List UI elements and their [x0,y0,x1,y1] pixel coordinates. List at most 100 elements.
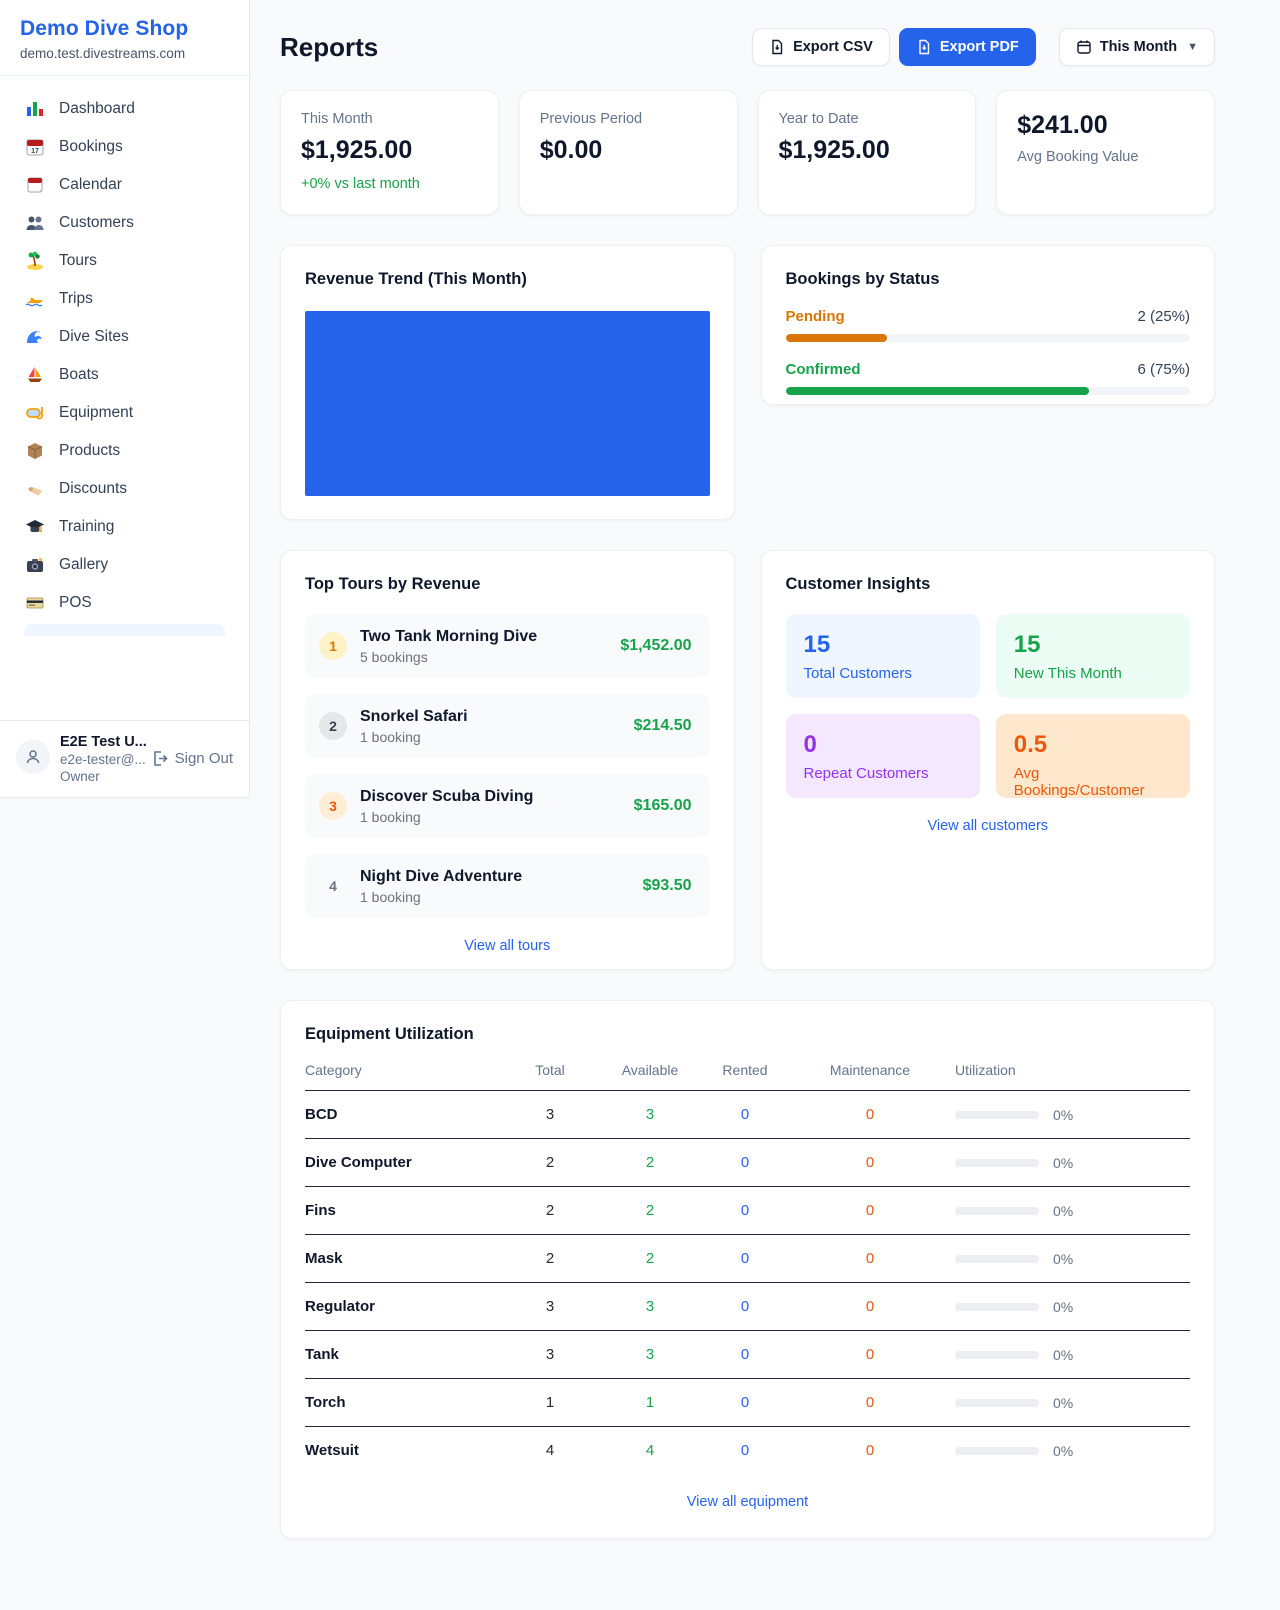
sidebar-item-pos[interactable]: POS [12,584,237,622]
utilization-bar [955,1158,1039,1167]
cell-available: 2 [645,1154,655,1171]
sidebar-item-trips[interactable]: Trips [12,280,237,318]
col-header-maintenance: Maintenance [829,1062,911,1078]
cell-utilization: 0% [945,1203,1190,1219]
period-label: This Month [1099,39,1178,55]
cell-available: 2 [645,1202,655,1219]
stat-value: $1,925.00 [778,136,890,164]
calendar-icon [1077,40,1091,54]
period-dropdown[interactable]: This Month ▼ [1058,28,1215,66]
utilization-bar [955,1110,1039,1119]
page-header: Reports Export CSV Export PDF This Month… [280,28,1215,66]
view-all-tours-link[interactable]: View all tours [464,938,551,954]
sidebar-nav: Dashboard 17 Bookings Calendar Customers… [0,76,249,720]
cell-category: BCD [305,1106,338,1123]
table-row: Regulator 3 3 0 0 0% [305,1282,1190,1330]
credit-card-icon [24,593,46,613]
bar-chart-icon [24,99,46,119]
cell-category: Tank [305,1346,339,1363]
tour-row[interactable]: 3 Discover Scuba Diving 1 booking $165.0… [305,774,710,838]
tile-label: Total Customers [803,665,912,682]
user-role: Owner [60,769,100,784]
stat-value: $1,925.00 [301,136,413,164]
table-row: Fins 2 2 0 0 0% [305,1186,1190,1234]
cell-category: Dive Computer [305,1154,412,1171]
sidebar-item-training[interactable]: Training [12,508,237,546]
utilization-bar [955,1206,1039,1215]
cell-rented: 0 [740,1154,750,1171]
tour-row[interactable]: 4 Night Dive Adventure 1 booking $93.50 [305,854,710,918]
sidebar-item-gallery[interactable]: Gallery [12,546,237,584]
status-row-pending: Pending 2 (25%) [785,308,1190,342]
sidebar-item-products[interactable]: Products [12,432,237,470]
sidebar-item-label: Calendar [59,176,122,193]
wave-icon [24,327,46,347]
export-csv-button[interactable]: Export CSV [752,28,890,66]
tile-new-this-month: 15 New This Month [995,614,1190,698]
col-header-available: Available [621,1062,679,1078]
customer-insights-card: Customer Insights 15 Total Customers 15 … [760,550,1215,970]
equipment-utilization-title: Equipment Utilization [305,1025,474,1043]
tour-row[interactable]: 1 Two Tank Morning Dive 5 bookings $1,45… [305,614,710,678]
revenue-trend-title: Revenue Trend (This Month) [305,270,527,288]
sidebar-item-label: Bookings [59,138,123,155]
sidebar-item-calendar[interactable]: Calendar [12,166,237,204]
sidebar-item-label: Boats [59,366,99,383]
sidebar-item-dive-sites[interactable]: Dive Sites [12,318,237,356]
cell-available: 1 [645,1394,655,1411]
sidebar-item-reports-active-partial[interactable] [24,624,225,636]
tour-row[interactable]: 2 Snorkel Safari 1 booking $214.50 [305,694,710,758]
sidebar-item-label: Dive Sites [59,328,129,345]
utilization-percent: 0% [1053,1154,1074,1171]
rank-badge: 2 [319,712,347,740]
sidebar-item-equipment[interactable]: Equipment [12,394,237,432]
person-icon [26,750,40,764]
utilization-bar [955,1398,1039,1407]
status-label: Pending [785,308,845,325]
tag-icon [24,479,46,499]
cell-utilization: 0% [945,1251,1190,1267]
sidebar-item-discounts[interactable]: Discounts [12,470,237,508]
view-all-equipment-link[interactable]: View all equipment [686,1494,809,1510]
stat-label: Year to Date [778,111,859,127]
sailboat-icon [24,365,46,385]
charts-row: Revenue Trend (This Month) Bookings by S… [280,245,1215,520]
table-row: Wetsuit 4 4 0 0 0% [305,1426,1190,1474]
cell-available: 3 [645,1298,655,1315]
cell-total: 2 [545,1202,555,1219]
tour-bookings: 1 booking [360,888,421,905]
tile-value: 0.5 [1013,731,1048,758]
sidebar-item-boats[interactable]: Boats [12,356,237,394]
cell-maintenance: 0 [865,1250,875,1267]
sidebar-item-tours[interactable]: Tours [12,242,237,280]
cell-category: Fins [305,1202,336,1219]
sidebar-item-label: Tours [59,252,97,269]
export-pdf-button[interactable]: Export PDF [898,28,1036,66]
stat-value: $241.00 [1017,111,1108,139]
equipment-table-header: Category Total Available Rented Maintena… [305,1062,1190,1090]
tour-bookings: 1 booking [360,728,421,745]
view-all-customers-link[interactable]: View all customers [927,818,1049,834]
island-icon [24,251,46,271]
sidebar-item-dashboard[interactable]: Dashboard [12,90,237,128]
utilization-percent: 0% [1053,1250,1074,1267]
cell-utilization: 0% [945,1443,1190,1459]
stat-value: $0.00 [539,136,603,164]
cell-rented: 0 [740,1202,750,1219]
utilization-percent: 0% [1053,1202,1074,1219]
sidebar-item-bookings[interactable]: 17 Bookings [12,128,237,166]
table-row: Torch 1 1 0 0 0% [305,1378,1190,1426]
sidebar-item-label: Products [59,442,121,459]
sidebar-item-customers[interactable]: Customers [12,204,237,242]
progress-track [785,387,1190,395]
cell-utilization: 0% [945,1107,1190,1123]
tour-name: Snorkel Safari [360,707,468,725]
cell-total: 2 [545,1154,555,1171]
progress-track [785,334,1190,342]
cell-total: 4 [545,1442,555,1459]
sign-out-button[interactable]: Sign Out [151,750,233,767]
cell-utilization: 0% [945,1347,1190,1363]
calendar-date-icon: 17 [24,137,46,157]
avatar [16,740,50,774]
cell-rented: 0 [740,1442,750,1459]
